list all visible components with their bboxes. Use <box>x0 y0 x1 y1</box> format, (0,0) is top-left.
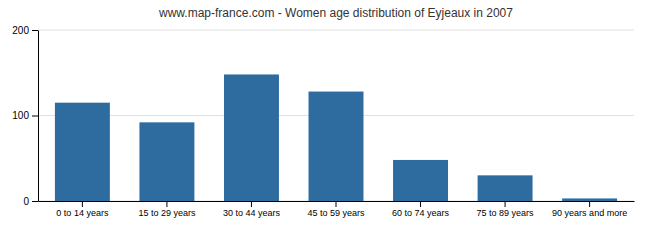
tick-mark <box>32 30 38 31</box>
chart: 0 to 14 years 15 to 29 years 30 to 44 year… <box>0 0 650 229</box>
x-axis: 0 to 14 years 15 to 29 years 30 to 44 year… <box>39 201 635 218</box>
tick-label: 15 to 29 years <box>138 208 196 218</box>
tick: 200 <box>12 25 38 36</box>
tick-label: 75 to 89 years <box>477 208 535 218</box>
tick: 0 to 14 years <box>56 201 109 218</box>
tick-label: 100 <box>12 110 29 121</box>
tick: 75 to 89 years <box>477 201 535 218</box>
tick-mark <box>32 116 38 117</box>
title: www.map-france.com - Women age distribut… <box>158 6 513 20</box>
tick: 30 to 44 years <box>223 201 281 218</box>
tick-mark <box>420 201 421 207</box>
bar <box>224 74 279 201</box>
tick: 45 to 59 years <box>307 201 365 218</box>
bar <box>309 92 364 201</box>
bar <box>393 160 448 201</box>
bar <box>562 198 617 201</box>
tick: 60 to 74 years <box>392 201 450 218</box>
tick-mark <box>505 201 506 207</box>
tick-mark <box>251 201 252 207</box>
bar <box>139 122 194 201</box>
tick-label: 90 years and more <box>552 208 627 218</box>
tick-mark <box>336 201 337 207</box>
tick-label: 30 to 44 years <box>223 208 281 218</box>
tick: 15 to 29 years <box>138 201 196 218</box>
chart-container: 0 to 14 years 15 to 29 years 30 to 44 year… <box>0 0 650 229</box>
tick-mark <box>82 201 83 207</box>
bar <box>478 175 533 201</box>
axis-line <box>38 31 39 202</box>
tick-label: 200 <box>12 25 29 36</box>
tick: 0 <box>23 196 38 207</box>
tick-mark <box>32 201 38 202</box>
tick: 100 <box>12 110 38 121</box>
tick-mark <box>589 201 590 207</box>
plot-area <box>55 74 617 201</box>
tick-mark <box>166 201 167 207</box>
tick-label: 45 to 59 years <box>307 208 365 218</box>
grid-line <box>38 30 634 31</box>
tick: 90 years and more <box>552 201 627 218</box>
tick-label: 0 <box>23 196 29 207</box>
grid <box>38 30 634 201</box>
bar <box>55 103 110 201</box>
y-axis: 0 100 200 <box>12 25 38 207</box>
tick-label: 0 to 14 years <box>56 208 109 218</box>
tick-label: 60 to 74 years <box>392 208 450 218</box>
